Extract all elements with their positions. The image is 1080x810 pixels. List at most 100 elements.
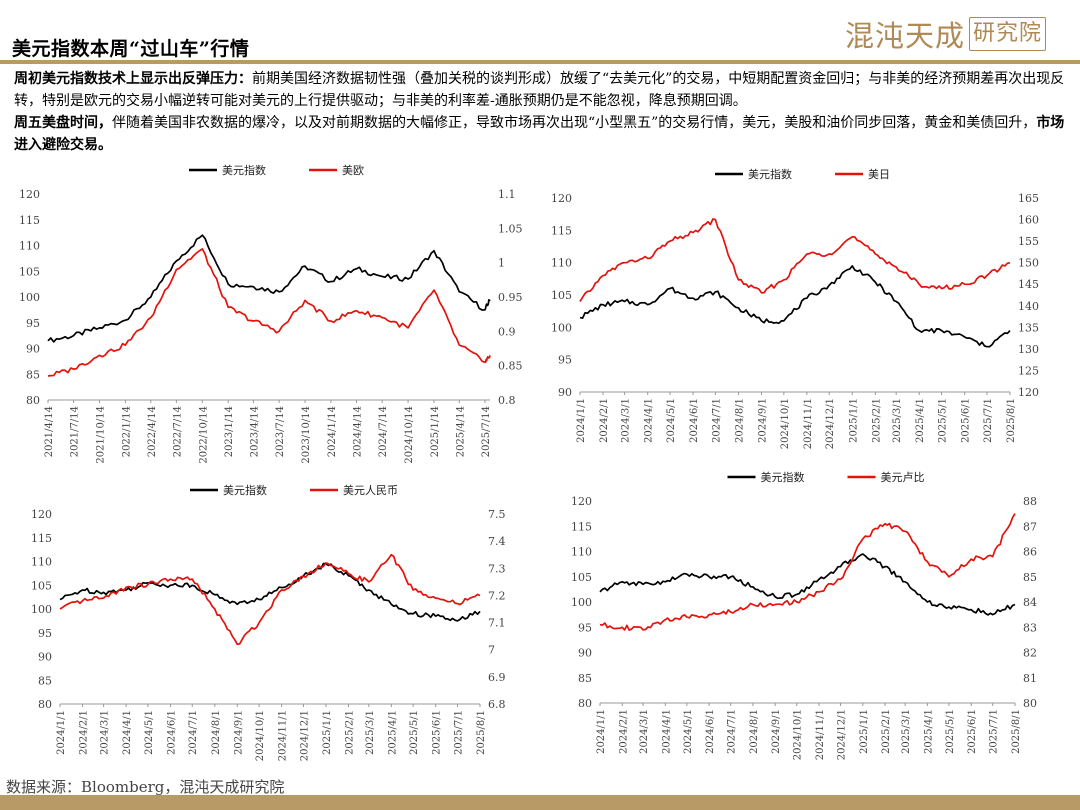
summary-body-1: 前期美国经济数据韧性强（叠加关税的谈判形成）放缓了“去美元化”的交易，中短期配置… xyxy=(14,71,1065,109)
y-left-tick-label: 115 xyxy=(31,532,52,545)
y-left-tick-label: 115 xyxy=(19,214,40,227)
x-tick-label: 2024/12/1 xyxy=(825,398,836,449)
x-tick-label: 2022/10/14 xyxy=(198,406,209,464)
x-tick-label: 2024/5/1 xyxy=(144,710,155,755)
logo-box-text: 研究院 xyxy=(969,17,1047,51)
x-tick-label: 2021/10/14 xyxy=(96,406,107,464)
x-tick-label: 2021/4/14 xyxy=(44,406,55,457)
y-right-tick-label: 83 xyxy=(1023,621,1037,634)
x-tick-label: 2024/9/1 xyxy=(771,709,782,754)
y-right-tick-label: 140 xyxy=(1018,300,1039,313)
legend-label: 美元人民币 xyxy=(343,484,398,497)
y-left-tick-label: 95 xyxy=(578,621,592,634)
y-left-tick-label: 120 xyxy=(19,188,40,201)
y-left-tick-label: 120 xyxy=(551,192,572,205)
y-left-tick-label: 90 xyxy=(558,386,572,399)
y-right-tick-label: 85 xyxy=(1023,571,1037,584)
x-tick-label: 2024/8/1 xyxy=(734,398,745,443)
x-tick-label: 2025/3/1 xyxy=(901,709,912,754)
y-left-tick-label: 100 xyxy=(19,291,40,304)
x-tick-label: 2024/3/1 xyxy=(100,710,111,755)
y-left-tick-label: 115 xyxy=(551,224,572,237)
summary-lead-1: 周初美元指数技术上显示出反弹压力： xyxy=(14,71,252,87)
y-right-tick-label: 150 xyxy=(1018,257,1039,270)
y-left-tick-label: 85 xyxy=(38,674,52,687)
x-tick-label: 2025/2/1 xyxy=(881,709,892,754)
y-left-tick-label: 100 xyxy=(31,603,52,616)
x-tick-label: 2025/8/1 xyxy=(476,710,487,755)
title-divider xyxy=(0,60,1080,64)
y-left-tick-label: 120 xyxy=(571,495,592,508)
y-left-tick-label: 80 xyxy=(38,698,52,711)
y-left-tick-label: 85 xyxy=(26,368,40,381)
x-tick-label: 2025/2/1 xyxy=(344,710,355,755)
x-tick-label: 2024/8/1 xyxy=(211,710,222,755)
y-right-tick-label: 7.4 xyxy=(488,535,506,548)
y-right-tick-label: 125 xyxy=(1018,364,1039,377)
summary-paragraph-1: 周初美元指数技术上显示出反弹压力：前期美国经济数据韧性强（叠加关税的谈判形成）放… xyxy=(14,68,1070,112)
y-right-tick-label: 7 xyxy=(488,644,495,657)
y-left-tick-label: 100 xyxy=(571,596,592,609)
x-tick-label: 2024/10/1 xyxy=(255,710,266,761)
x-tick-label: 2024/2/1 xyxy=(599,398,610,443)
series-line-usd-index xyxy=(599,553,1016,616)
x-tick-label: 2024/7/1 xyxy=(188,710,199,755)
x-tick-label: 2025/4/14 xyxy=(455,406,466,457)
y-left-tick-label: 80 xyxy=(578,697,592,710)
x-tick-label: 2024/9/1 xyxy=(233,710,244,755)
x-tick-label: 2024/11/1 xyxy=(803,398,814,449)
x-tick-label: 2024/1/14 xyxy=(327,406,338,457)
x-tick-label: 2024/11/1 xyxy=(815,709,826,760)
x-tick-label: 2024/8/1 xyxy=(749,709,760,754)
x-tick-label: 2025/7/1 xyxy=(983,398,994,443)
x-tick-label: 2025/6/1 xyxy=(967,709,978,754)
x-tick-label: 2024/5/1 xyxy=(683,709,694,754)
y-right-tick-label: 145 xyxy=(1018,278,1039,291)
x-tick-label: 2024/6/1 xyxy=(166,710,177,755)
y-left-tick-label: 90 xyxy=(38,651,52,664)
x-tick-label: 2023/7/14 xyxy=(275,406,286,457)
chart-usd-jpy: 90 95 100 105 110 115 120 120 125 130 135 140 145 150… xyxy=(551,167,1039,449)
chart-usd-inr: 80 85 90 95 100 105 110 115 120 80 81 82 83 84 85 86 87 8… xyxy=(571,470,1037,760)
x-tick-label: 2025/1/1 xyxy=(859,709,870,754)
x-tick-label: 2025/4/1 xyxy=(387,710,398,755)
x-tick-label: 2024/10/14 xyxy=(404,406,415,464)
y-right-tick-label: 6.8 xyxy=(488,698,506,711)
x-tick-label: 2025/4/1 xyxy=(915,398,926,443)
y-right-tick-label: 88 xyxy=(1023,495,1037,508)
x-tick-label: 2025/5/1 xyxy=(409,710,420,755)
x-tick-label: 2022/7/14 xyxy=(172,406,183,457)
x-tick-label: 2025/5/1 xyxy=(945,709,956,754)
y-right-tick-label: 0.8 xyxy=(498,394,516,407)
series-line-pair xyxy=(579,218,1011,302)
x-tick-label: 2024/7/14 xyxy=(378,406,389,457)
x-tick-label: 2024/11/1 xyxy=(278,710,289,761)
x-tick-label: 2024/12/1 xyxy=(299,710,310,761)
source-note: 数据来源：Bloomberg，混沌天成研究院 xyxy=(6,778,285,796)
x-tick-label: 2025/6/1 xyxy=(432,710,443,755)
footer-bar xyxy=(0,795,1080,810)
y-left-tick-label: 105 xyxy=(551,289,572,302)
y-left-tick-label: 105 xyxy=(31,579,52,592)
y-left-tick-label: 80 xyxy=(26,394,40,407)
y-left-tick-label: 85 xyxy=(578,672,592,685)
y-right-tick-label: 135 xyxy=(1018,321,1039,334)
x-tick-label: 2025/7/1 xyxy=(989,709,1000,754)
y-left-tick-label: 115 xyxy=(571,520,592,533)
y-right-tick-label: 160 xyxy=(1018,214,1039,227)
summary-paragraph-2: 周五美盘时间，伴随着美国非农数据的爆冷，以及对前期数据的大幅修正，导致市场再次出… xyxy=(14,112,1070,156)
summary-text: 周初美元指数技术上显示出反弹压力：前期美国经济数据韧性强（叠加关税的谈判形成）放… xyxy=(14,68,1070,156)
x-tick-label: 2024/4/1 xyxy=(644,398,655,443)
x-tick-label: 2025/8/1 xyxy=(1011,709,1022,754)
y-left-tick-label: 90 xyxy=(578,647,592,660)
y-left-tick-label: 120 xyxy=(31,508,52,521)
x-tick-label: 2025/6/1 xyxy=(961,398,972,443)
x-tick-label: 2022/1/14 xyxy=(121,406,132,457)
x-tick-label: 2023/4/14 xyxy=(250,406,261,457)
page-title: 美元指数本周“过山车”行情 xyxy=(12,38,250,60)
x-tick-label: 2024/5/1 xyxy=(666,398,677,443)
x-tick-label: 2025/5/1 xyxy=(938,398,949,443)
legend-label: 美元指数 xyxy=(761,470,805,484)
y-right-tick-label: 86 xyxy=(1023,546,1037,559)
series-line-pair xyxy=(599,513,1016,631)
